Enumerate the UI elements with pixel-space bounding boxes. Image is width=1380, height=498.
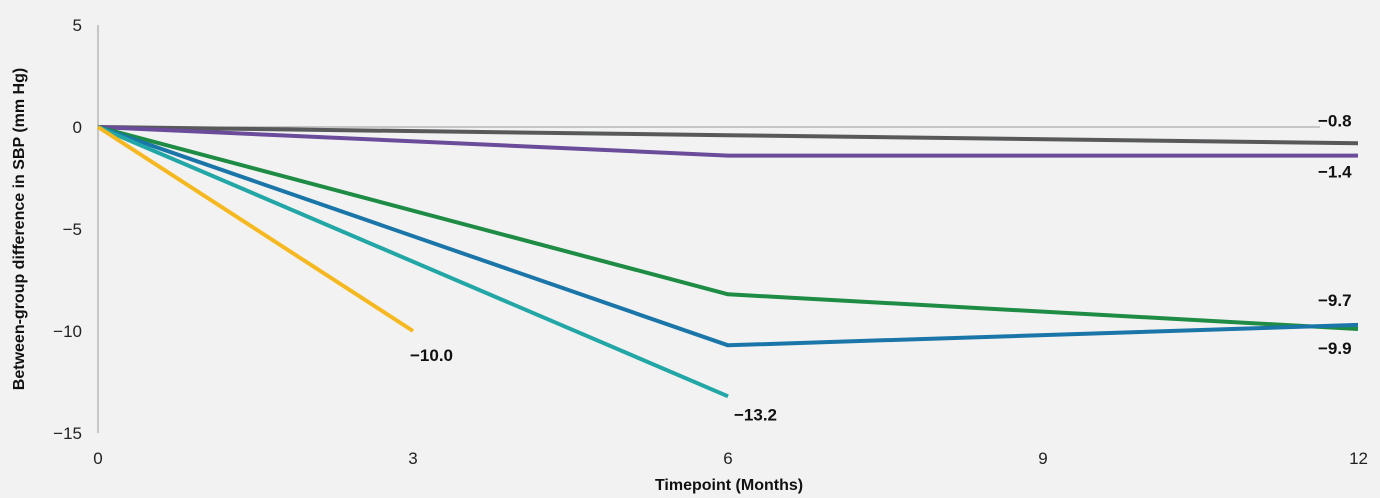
x-axis-title: Timepoint (Months) [655,477,803,494]
series-line-3 [97,125,1359,331]
series-line-6 [96,125,415,333]
x-tick-label: 6 [723,449,732,468]
series-end-label: −0.8 [1318,111,1352,130]
y-tick-label: 5 [73,16,82,35]
x-tick-labels: 0 3 6 9 12 [93,449,1368,468]
y-tick-labels: 5 0 −5 −10 −15 [53,16,82,443]
y-tick-label: −15 [53,424,82,443]
x-tick-label: 12 [1349,449,1368,468]
series-end-label: −9.9 [1318,339,1352,358]
x-tick-label: 0 [93,449,102,468]
y-tick-label: −5 [63,220,82,239]
y-axis-title: Between-group difference in SBP (mm Hg) [11,68,28,390]
series-lines [96,125,1359,399]
series-line-1 [97,125,1359,146]
series-end-label: −13.2 [734,405,777,424]
series-end-labels: −0.8 −1.4 −9.9 −9.7 −13.2 −10.0 [410,111,1352,424]
series-line-5 [97,125,729,399]
x-tick-label: 3 [408,449,417,468]
series-end-label: −9.7 [1318,291,1352,310]
x-tick-label: 9 [1038,449,1047,468]
y-tick-label: −10 [53,322,82,341]
series-line-2 [97,125,1358,158]
series-line-4 [97,125,1359,348]
y-tick-label: 0 [73,118,82,137]
series-end-label: −1.4 [1318,163,1352,182]
series-end-label: −10.0 [410,346,453,365]
